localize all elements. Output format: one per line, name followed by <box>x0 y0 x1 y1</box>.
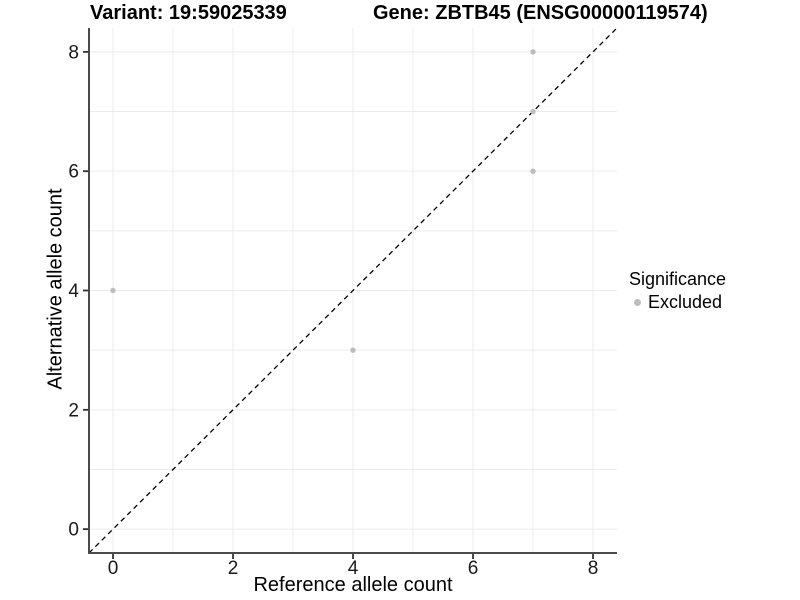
variant-title: Variant: 19:59025339 <box>90 2 287 24</box>
y-tick-label: 2 <box>68 400 79 421</box>
data-point <box>110 287 116 294</box>
x-tick-label: 0 <box>108 558 119 579</box>
y-tick-label: 4 <box>68 281 79 302</box>
x-tick-label: 4 <box>348 558 359 579</box>
identity-line <box>88 27 618 554</box>
y-axis-title: Alternative allele count <box>44 188 67 390</box>
data-point <box>530 108 536 115</box>
legend-title: Significance <box>629 269 727 289</box>
legend-point-marker <box>634 299 641 307</box>
x-axis-title: Reference allele count <box>253 574 453 596</box>
y-tick-label: 0 <box>68 520 79 541</box>
legend-item-excluded: Excluded <box>629 292 726 313</box>
data-point <box>530 49 536 55</box>
data-point <box>350 347 356 353</box>
x-tick-label: 8 <box>588 558 599 579</box>
x-tick-label: 2 <box>228 558 239 579</box>
y-tick-label: 8 <box>68 42 79 63</box>
legend-item-label: Excluded <box>648 292 723 313</box>
legend: Significance Excluded <box>629 269 726 313</box>
x-tick-label: 6 <box>468 558 479 579</box>
data-point <box>530 168 536 174</box>
y-tick-label: 6 <box>68 162 79 183</box>
gene-title: Gene: ZBTB45 (ENSG00000119574) <box>373 2 708 24</box>
